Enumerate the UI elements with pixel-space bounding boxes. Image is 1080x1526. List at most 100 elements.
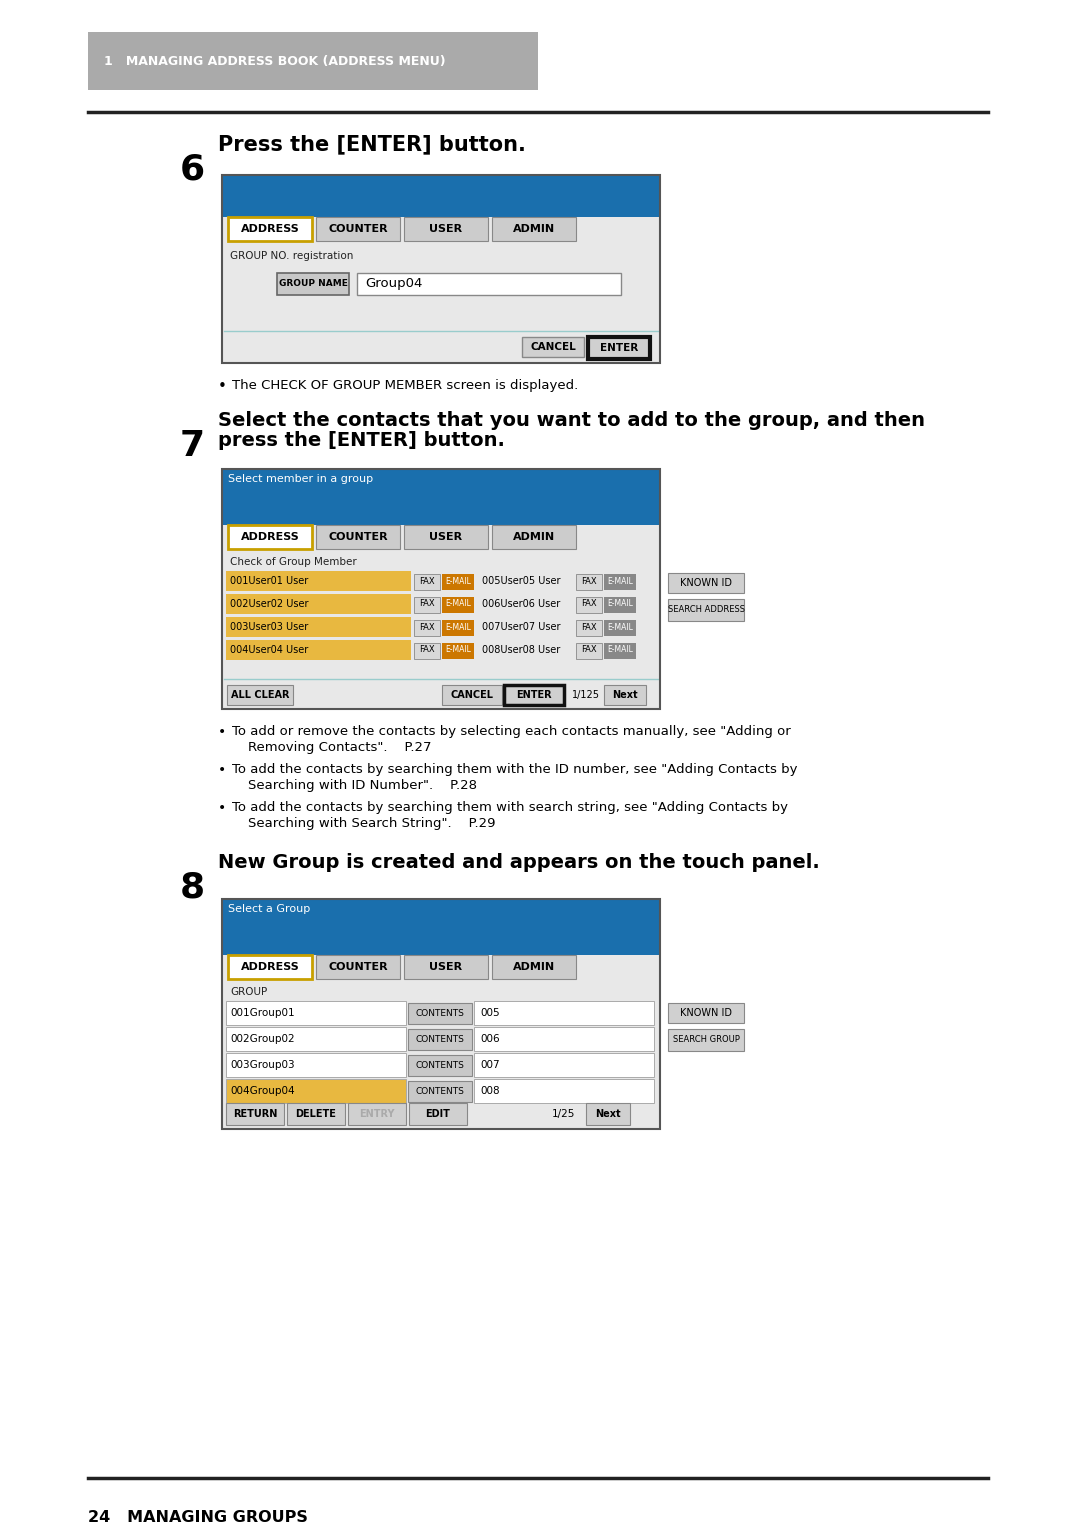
Text: Group04: Group04	[365, 278, 422, 290]
Bar	[226, 1053, 406, 1077]
Text: 8: 8	[179, 871, 204, 905]
Text: New Group is created and appears on the touch panel.: New Group is created and appears on the …	[218, 853, 820, 871]
Bar	[226, 639, 411, 661]
Text: USER: USER	[430, 224, 462, 233]
Text: 7: 7	[179, 429, 204, 462]
Text: 002User02 User: 002User02 User	[230, 600, 309, 609]
Bar	[222, 175, 660, 363]
Bar	[222, 468, 660, 710]
Text: CANCEL: CANCEL	[450, 690, 494, 700]
Bar	[316, 955, 400, 980]
Text: 008: 008	[480, 1087, 500, 1096]
Bar	[287, 1103, 345, 1125]
Bar	[357, 273, 621, 295]
Text: 008User08 User: 008User08 User	[482, 645, 561, 655]
Text: FAX: FAX	[419, 623, 435, 632]
Text: FAX: FAX	[581, 623, 597, 632]
Text: E-MAIL: E-MAIL	[607, 600, 633, 609]
Bar	[492, 955, 576, 980]
Text: GROUP NO. registration: GROUP NO. registration	[230, 250, 353, 261]
Bar	[588, 337, 650, 359]
Text: ALL CLEAR: ALL CLEAR	[231, 690, 289, 700]
Bar	[226, 1103, 284, 1125]
Bar	[87, 32, 538, 90]
Bar	[604, 620, 636, 636]
Text: •: •	[218, 378, 227, 394]
Text: ENTER: ENTER	[516, 690, 552, 700]
Text: E-MAIL: E-MAIL	[445, 577, 471, 586]
Bar	[404, 525, 488, 549]
Text: COUNTER: COUNTER	[328, 224, 388, 233]
Bar	[404, 955, 488, 980]
Text: E-MAIL: E-MAIL	[445, 600, 471, 609]
Bar	[576, 620, 602, 636]
Text: USER: USER	[430, 961, 462, 972]
Text: COUNTER: COUNTER	[328, 961, 388, 972]
Text: SEARCH ADDRESS: SEARCH ADDRESS	[667, 606, 744, 615]
Text: 004Group04: 004Group04	[230, 1087, 295, 1096]
Bar	[222, 525, 660, 710]
Text: CONTENTS: CONTENTS	[416, 1087, 464, 1096]
Bar	[474, 1079, 654, 1103]
Bar	[222, 955, 660, 1129]
Bar	[474, 1001, 654, 1025]
Bar	[442, 620, 474, 636]
Text: CONTENTS: CONTENTS	[416, 1035, 464, 1044]
Bar	[408, 1080, 472, 1102]
Bar	[604, 597, 636, 613]
Bar	[474, 1053, 654, 1077]
Text: ENTRY: ENTRY	[360, 1109, 395, 1119]
Bar	[226, 617, 411, 636]
Text: 1/125: 1/125	[572, 690, 600, 700]
Bar	[492, 217, 576, 241]
Text: Searching with Search String".    P.29: Searching with Search String". P.29	[248, 816, 496, 830]
Text: ADMIN: ADMIN	[513, 533, 555, 542]
Bar	[442, 642, 474, 659]
Text: CANCEL: CANCEL	[530, 342, 576, 353]
Bar	[414, 574, 440, 591]
Bar	[414, 642, 440, 659]
Bar	[604, 574, 636, 591]
Text: •: •	[218, 763, 226, 777]
Bar	[348, 1103, 406, 1125]
Text: FAX: FAX	[581, 577, 597, 586]
Bar	[228, 955, 312, 980]
Text: press the [ENTER] button.: press the [ENTER] button.	[218, 430, 504, 450]
Text: 007User07 User: 007User07 User	[482, 623, 561, 632]
Text: ADDRESS: ADDRESS	[241, 224, 299, 233]
Bar	[442, 597, 474, 613]
Bar	[222, 899, 660, 1129]
Text: To add the contacts by searching them with the ID number, see "Adding Contacts b: To add the contacts by searching them wi…	[232, 763, 797, 777]
Text: E-MAIL: E-MAIL	[445, 645, 471, 655]
Text: GROUP NAME: GROUP NAME	[279, 279, 348, 288]
Bar	[228, 217, 312, 241]
Text: •: •	[218, 725, 226, 739]
Text: FAX: FAX	[419, 645, 435, 655]
Bar	[408, 1029, 472, 1050]
Bar	[404, 217, 488, 241]
Bar	[226, 594, 411, 613]
Bar	[222, 899, 660, 919]
Bar	[414, 620, 440, 636]
Text: 006User06 User: 006User06 User	[482, 600, 561, 609]
Bar	[228, 525, 312, 549]
Text: FAX: FAX	[419, 600, 435, 609]
Text: Check of Group Member: Check of Group Member	[230, 557, 356, 568]
Bar	[576, 597, 602, 613]
Text: 24   MANAGING GROUPS: 24 MANAGING GROUPS	[87, 1511, 308, 1524]
Text: Searching with ID Number".    P.28: Searching with ID Number". P.28	[248, 778, 477, 792]
Text: 005User05 User: 005User05 User	[482, 575, 561, 586]
Bar	[222, 175, 660, 217]
Text: ADMIN: ADMIN	[513, 961, 555, 972]
Text: 6: 6	[179, 153, 204, 186]
Text: USER: USER	[430, 533, 462, 542]
Text: CONTENTS: CONTENTS	[416, 1009, 464, 1018]
Text: GROUP: GROUP	[230, 987, 267, 996]
Bar	[408, 1054, 472, 1076]
Text: Select the contacts that you want to add to the group, and then: Select the contacts that you want to add…	[218, 410, 924, 430]
Text: FAX: FAX	[581, 600, 597, 609]
Text: •: •	[218, 801, 226, 815]
Text: COUNTER: COUNTER	[328, 533, 388, 542]
Bar	[226, 1079, 406, 1103]
Bar	[669, 1029, 744, 1051]
